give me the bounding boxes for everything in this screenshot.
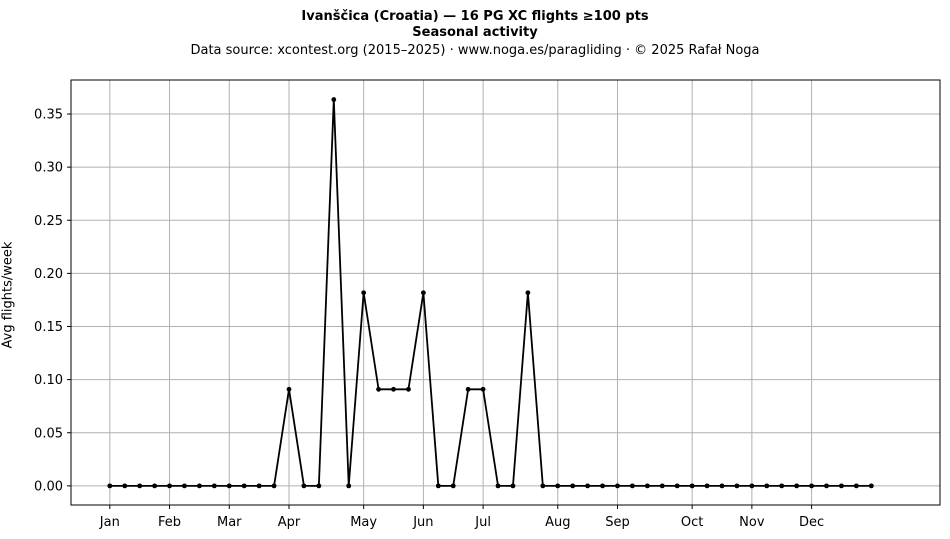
data-point bbox=[271, 483, 277, 489]
chart-titles: Ivanščica (Croatia) — 16 PG XC flights ≥… bbox=[0, 8, 950, 60]
y-tick-label: 0.20 bbox=[34, 267, 63, 282]
data-point bbox=[167, 483, 172, 489]
x-tick-label: May bbox=[350, 515, 377, 530]
x-tick-label: Mar bbox=[217, 515, 242, 530]
data-point bbox=[226, 483, 232, 489]
series-line bbox=[109, 98, 872, 487]
x-tick-label: Jul bbox=[474, 515, 491, 530]
data-point bbox=[853, 483, 859, 489]
data-point bbox=[406, 386, 411, 392]
y-tick-label: 0.10 bbox=[34, 373, 63, 388]
data-point bbox=[465, 386, 471, 392]
data-point bbox=[450, 483, 456, 489]
y-tick-label: 0.05 bbox=[34, 426, 63, 441]
data-point bbox=[600, 483, 605, 489]
data-point bbox=[659, 483, 665, 489]
x-tick-label: Aug bbox=[545, 515, 570, 530]
data-point bbox=[256, 483, 262, 489]
data-source-credit: Data source: xcontest.org (2015–2025) · … bbox=[190, 43, 760, 58]
x-tick-label: Feb bbox=[158, 515, 181, 530]
data-point bbox=[824, 483, 829, 489]
data-point bbox=[107, 483, 113, 489]
data-point bbox=[197, 483, 202, 489]
data-point bbox=[809, 483, 814, 489]
data-point bbox=[286, 386, 292, 392]
data-point bbox=[420, 290, 426, 296]
data-point bbox=[182, 483, 187, 489]
data-point bbox=[331, 97, 337, 102]
data-point bbox=[839, 483, 844, 489]
x-tick-label: Jan bbox=[99, 515, 120, 530]
x-tick-label: Apr bbox=[278, 515, 301, 530]
y-tick-label: 0.15 bbox=[34, 320, 63, 335]
data-point bbox=[301, 483, 307, 489]
x-tick-label: Jun bbox=[412, 515, 433, 530]
data-point bbox=[316, 483, 322, 489]
data-point bbox=[630, 483, 635, 489]
data-point bbox=[764, 483, 770, 489]
data-point bbox=[480, 386, 486, 392]
data-point bbox=[211, 483, 217, 489]
data-point bbox=[361, 290, 367, 296]
data-point bbox=[615, 483, 620, 489]
data-point bbox=[435, 483, 441, 489]
plot-frame bbox=[70, 79, 941, 506]
data-point bbox=[734, 483, 740, 489]
data-point bbox=[137, 483, 143, 489]
x-tick-label: Oct bbox=[681, 515, 703, 530]
x-tick-label: Sep bbox=[605, 515, 630, 530]
y-tick-label: 0.25 bbox=[34, 214, 63, 229]
x-tick-label: Nov bbox=[739, 515, 765, 530]
y-tick-label: 0.35 bbox=[34, 108, 63, 123]
data-point bbox=[570, 483, 576, 489]
data-point bbox=[585, 483, 591, 489]
data-point bbox=[376, 386, 381, 392]
y-tick-label: 0.00 bbox=[34, 479, 63, 494]
data-point bbox=[749, 483, 755, 489]
axis-ticks: Jan Feb Mar Apr May Jun Jul Aug Sep Oct Nov Dec 0.00… bbox=[34, 108, 824, 531]
data-point bbox=[152, 483, 158, 489]
data-point bbox=[644, 483, 650, 489]
gridlines bbox=[71, 80, 940, 505]
data-point bbox=[689, 483, 695, 489]
y-tick-label: 0.30 bbox=[34, 161, 63, 176]
data-point bbox=[540, 483, 546, 489]
data-point bbox=[510, 483, 516, 489]
data-point bbox=[495, 483, 501, 489]
series-layer bbox=[107, 97, 874, 489]
data-point bbox=[719, 483, 725, 489]
data-point bbox=[674, 483, 680, 489]
data-point bbox=[241, 483, 247, 489]
data-point bbox=[122, 483, 128, 489]
chart-title: Ivanščica (Croatia) — 16 PG XC flights ≥… bbox=[301, 9, 649, 24]
data-point bbox=[391, 386, 396, 392]
data-point bbox=[868, 483, 874, 489]
chart-subtitle: Seasonal activity bbox=[412, 25, 538, 40]
data-point bbox=[779, 483, 785, 489]
x-tick-label: Dec bbox=[799, 515, 824, 530]
data-point bbox=[794, 483, 800, 489]
data-point bbox=[704, 483, 710, 489]
data-point bbox=[346, 483, 352, 489]
data-point bbox=[525, 290, 531, 296]
data-point bbox=[555, 483, 561, 489]
